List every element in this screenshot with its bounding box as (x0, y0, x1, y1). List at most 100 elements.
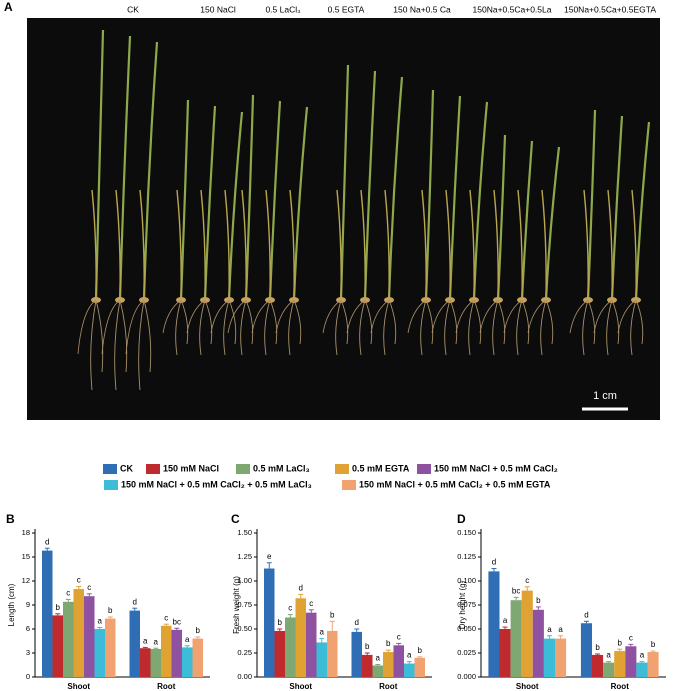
root (617, 299, 637, 334)
y-axis-label: Dry height (g) (458, 580, 467, 629)
bar (404, 663, 415, 677)
root (162, 299, 182, 334)
bar (182, 647, 193, 677)
root (587, 299, 596, 345)
root (359, 299, 366, 356)
y-axis-label: Length (cm) (7, 583, 16, 626)
significance-letter: d (45, 537, 49, 546)
root (114, 299, 121, 391)
scale-bar-label: 1 cm (593, 390, 617, 402)
root (630, 299, 637, 356)
y-tick-label: 15 (22, 552, 30, 561)
y-tick-label: 0.00 (237, 672, 252, 681)
leaf (91, 189, 97, 301)
root (364, 299, 373, 345)
leaf (244, 94, 255, 301)
root (346, 299, 366, 334)
root (101, 299, 121, 355)
legend-label: 150 mM NaCl (163, 463, 219, 473)
significance-letter: a (547, 625, 552, 634)
root (383, 299, 390, 356)
legend-swatch (417, 464, 431, 474)
y-tick-label: 1.25 (237, 552, 252, 561)
bar (592, 654, 604, 677)
bar (316, 642, 327, 677)
leaf (203, 105, 217, 301)
bar (264, 568, 275, 677)
leaf (634, 121, 651, 301)
leaf (583, 189, 589, 301)
leaf (292, 106, 309, 301)
significance-letter: c (164, 613, 168, 622)
root (606, 299, 613, 356)
bar (140, 648, 151, 677)
root (582, 299, 589, 356)
leaf (200, 189, 206, 301)
bar (580, 623, 592, 677)
leaf (224, 189, 230, 301)
treatment-label: 150Na+0.5Ca+0.5EGTA (564, 4, 656, 14)
significance-letter: b (365, 642, 370, 651)
significance-letter: bc (512, 586, 520, 595)
y-tick-label: 1.50 (237, 528, 252, 537)
bar (555, 638, 567, 677)
treatment-label: 0.5 LaCl₃ (265, 4, 300, 14)
bar (105, 618, 116, 677)
significance-letter: a (503, 616, 508, 625)
legend-label: 0.5 mM LaCl₃ (253, 463, 310, 473)
treatment-label: 150 NaCl (200, 4, 236, 14)
root (444, 299, 451, 356)
significance-letter: d (133, 597, 137, 606)
y-tick-label: 3 (26, 648, 30, 657)
legend-swatch (335, 464, 349, 474)
treatment-label: 0.5 EGTA (328, 4, 365, 14)
significance-letter: a (640, 651, 645, 660)
root (204, 299, 213, 345)
y-tick-label: 1.00 (237, 576, 252, 585)
root (269, 299, 278, 345)
significance-letter: b (651, 640, 656, 649)
leaf (176, 189, 182, 301)
significance-letter: b (56, 603, 61, 612)
leaf (610, 115, 624, 301)
panel-label: A (4, 0, 13, 14)
legend-label: 0.5 mM EGTA (352, 463, 410, 473)
bar (499, 629, 511, 677)
root (180, 299, 189, 345)
treatment-label: CK (127, 4, 139, 14)
treatment-label: 150Na+0.5Ca+0.5La (473, 4, 552, 14)
significance-letter: b (386, 639, 391, 648)
significance-letter: d (492, 558, 496, 567)
bar (285, 617, 296, 677)
bar (63, 601, 74, 677)
root (95, 299, 104, 373)
legend-swatch (342, 480, 356, 490)
y-tick-label: 9 (26, 600, 30, 609)
bar (521, 590, 533, 677)
bar (532, 609, 544, 677)
legend-swatch (146, 464, 160, 474)
bar (295, 598, 306, 677)
bar (543, 638, 555, 677)
root (138, 299, 145, 391)
root (228, 299, 237, 345)
panel-label: C (231, 512, 240, 526)
seedlings (77, 29, 651, 391)
legend-label: 150 mM NaCl + 0.5 mM CaCl₂ + 0.5 mM EGTA (359, 479, 551, 489)
bar (42, 550, 53, 677)
x-tick-label: Root (379, 682, 398, 691)
bar (129, 610, 140, 677)
root (492, 299, 499, 356)
y-tick-label: 0.075 (457, 600, 476, 609)
panel-label: D (457, 512, 466, 526)
significance-letter: c (288, 604, 292, 613)
root (611, 299, 620, 345)
root (125, 299, 145, 355)
root (251, 299, 271, 334)
leaf (445, 189, 451, 301)
leaf (493, 189, 499, 301)
leaf (139, 189, 145, 301)
leaf (387, 76, 404, 301)
bar (73, 589, 84, 677)
leaf (424, 89, 435, 301)
